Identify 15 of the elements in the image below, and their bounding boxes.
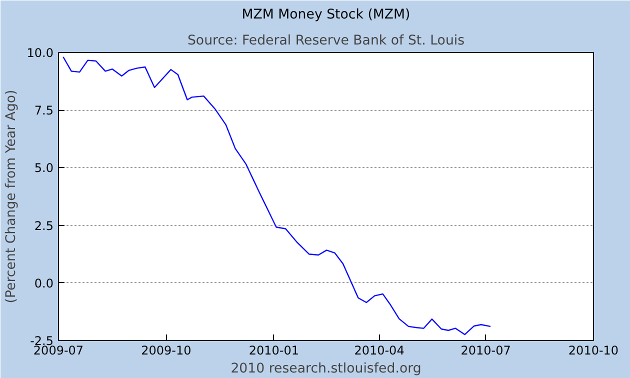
x-tick-label: 2009-10 [141, 344, 192, 358]
chart-title: MZM Money Stock (MZM) [242, 8, 410, 22]
x-tick-label: 2010-04 [354, 344, 404, 358]
y-axis-title: (Percent Change from Year Ago) [4, 90, 19, 304]
y-tick-label: 7.5 [34, 104, 54, 118]
text: 2010 research.stlouisfed.org [230, 362, 422, 376]
line-series [62, 56, 492, 336]
x-tick-label: 2010-01 [248, 344, 299, 358]
chart-subtitle: Source: Federal Reserve Bank of St. Louis [187, 34, 465, 48]
y-tick-label: 10.0 [26, 46, 54, 60]
y-tick-label: 0.0 [34, 276, 54, 290]
y-tick-label: 2.5 [34, 218, 54, 233]
x-tick-label: 2010-07 [460, 344, 511, 358]
y-tick-label: 5.0 [34, 161, 54, 176]
x-tick-label: 2010-10 [568, 344, 619, 358]
